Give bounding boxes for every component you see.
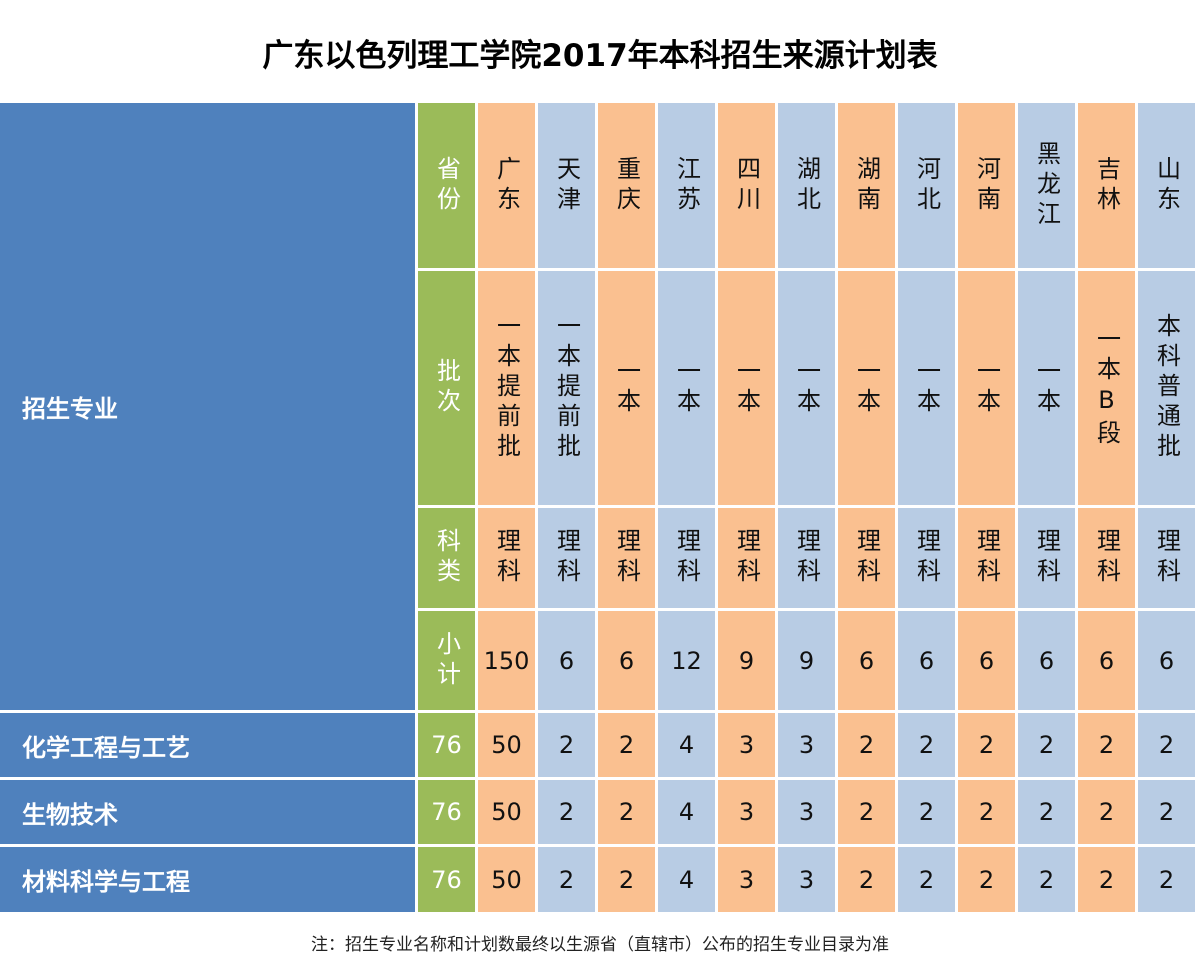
quota-cell: 2 [898, 713, 955, 777]
batch-cell: 一本 [1018, 271, 1075, 505]
batch-cell: 一本 [718, 271, 775, 505]
quota-cell: 2 [1138, 780, 1195, 844]
province-cell: 河南 [958, 103, 1015, 268]
category-cell: 理科 [1138, 508, 1195, 608]
category-cell: 理科 [538, 508, 595, 608]
page-title: 广东以色列理工学院2017年本科招生来源计划表 [262, 38, 938, 74]
subtotal-cell: 6 [1138, 611, 1195, 710]
subtotal-cell: 6 [1078, 611, 1135, 710]
category-cell: 理科 [778, 508, 835, 608]
province-cell: 天津 [538, 103, 595, 268]
quota-cell: 2 [538, 847, 595, 912]
row-label-subtotal: 小计 [418, 611, 475, 710]
province-cell: 吉林 [1078, 103, 1135, 268]
major-total: 76 [418, 713, 475, 777]
quota-cell: 4 [658, 780, 715, 844]
quota-cell: 2 [958, 713, 1015, 777]
row-label-batch: 批次 [418, 271, 475, 505]
quota-cell: 2 [538, 713, 595, 777]
subtotal-cell: 9 [718, 611, 775, 710]
quota-cell: 2 [598, 847, 655, 912]
batch-cell: 一本 [598, 271, 655, 505]
subtotal-cell: 6 [1018, 611, 1075, 710]
subtotal-cell: 12 [658, 611, 715, 710]
quota-cell: 2 [538, 780, 595, 844]
quota-cell: 2 [898, 780, 955, 844]
quota-cell: 3 [778, 713, 835, 777]
quota-cell: 2 [1138, 713, 1195, 777]
category-cell: 理科 [658, 508, 715, 608]
subtotal-cell: 150 [478, 611, 535, 710]
quota-cell: 2 [1078, 847, 1135, 912]
category-cell: 理科 [898, 508, 955, 608]
batch-cell: 一本 [658, 271, 715, 505]
quota-cell: 2 [1018, 713, 1075, 777]
province-cell: 重庆 [598, 103, 655, 268]
quota-cell: 2 [598, 713, 655, 777]
category-cell: 理科 [838, 508, 895, 608]
major-total: 76 [418, 847, 475, 912]
header-major: 招生专业 [0, 103, 415, 710]
quota-cell: 4 [658, 847, 715, 912]
batch-cell: 一本 [958, 271, 1015, 505]
province-cell: 河北 [898, 103, 955, 268]
quota-cell: 50 [478, 713, 535, 777]
quota-cell: 3 [718, 847, 775, 912]
major-name: 材料科学与工程 [0, 847, 415, 912]
batch-cell: 一本 [838, 271, 895, 505]
quota-cell: 4 [658, 713, 715, 777]
row-label-category: 科类 [418, 508, 475, 608]
subtotal-cell: 6 [598, 611, 655, 710]
quota-cell: 2 [838, 713, 895, 777]
quota-cell: 2 [1078, 780, 1135, 844]
quota-cell: 2 [958, 780, 1015, 844]
batch-cell: 一本提前批 [478, 271, 535, 505]
category-cell: 理科 [1078, 508, 1135, 608]
category-cell: 理科 [718, 508, 775, 608]
province-cell: 湖北 [778, 103, 835, 268]
quota-cell: 3 [778, 780, 835, 844]
footnote: 注：招生专业名称和计划数最终以生源省（直辖市）公布的招生专业目录为准 [311, 935, 889, 955]
quota-cell: 2 [838, 847, 895, 912]
row-label-province: 省份 [418, 103, 475, 268]
province-cell: 四川 [718, 103, 775, 268]
subtotal-cell: 6 [898, 611, 955, 710]
province-cell: 黑龙江 [1018, 103, 1075, 268]
batch-cell: 一本提前批 [538, 271, 595, 505]
batch-cell: 一本 [898, 271, 955, 505]
quota-cell: 2 [598, 780, 655, 844]
major-total: 76 [418, 780, 475, 844]
quota-cell: 3 [718, 713, 775, 777]
quota-cell: 50 [478, 780, 535, 844]
subtotal-cell: 9 [778, 611, 835, 710]
batch-cell: 本科普通批 [1138, 271, 1195, 505]
quota-cell: 2 [838, 780, 895, 844]
batch-cell: 一本 [778, 271, 835, 505]
category-cell: 理科 [958, 508, 1015, 608]
quota-cell: 3 [718, 780, 775, 844]
major-name: 生物技术 [0, 780, 415, 844]
quota-cell: 2 [1138, 847, 1195, 912]
subtotal-cell: 6 [958, 611, 1015, 710]
subtotal-cell: 6 [538, 611, 595, 710]
enrollment-table: 招生专业 省份 广东 天津 重庆 江苏 四川 湖北 湖南 河北 河南 黑龙江 吉林 山东 批次 一本提前批 一本… [0, 103, 1195, 912]
quota-cell: 50 [478, 847, 535, 912]
category-cell: 理科 [598, 508, 655, 608]
subtotal-cell: 6 [838, 611, 895, 710]
quota-cell: 2 [1018, 847, 1075, 912]
quota-cell: 3 [778, 847, 835, 912]
province-cell: 广东 [478, 103, 535, 268]
province-cell: 山东 [1138, 103, 1195, 268]
major-name: 化学工程与工艺 [0, 713, 415, 777]
category-cell: 理科 [478, 508, 535, 608]
quota-cell: 2 [1078, 713, 1135, 777]
quota-cell: 2 [898, 847, 955, 912]
quota-cell: 2 [958, 847, 1015, 912]
province-cell: 湖南 [838, 103, 895, 268]
province-cell: 江苏 [658, 103, 715, 268]
category-cell: 理科 [1018, 508, 1075, 608]
quota-cell: 2 [1018, 780, 1075, 844]
batch-cell: 一本B段 [1078, 271, 1135, 505]
